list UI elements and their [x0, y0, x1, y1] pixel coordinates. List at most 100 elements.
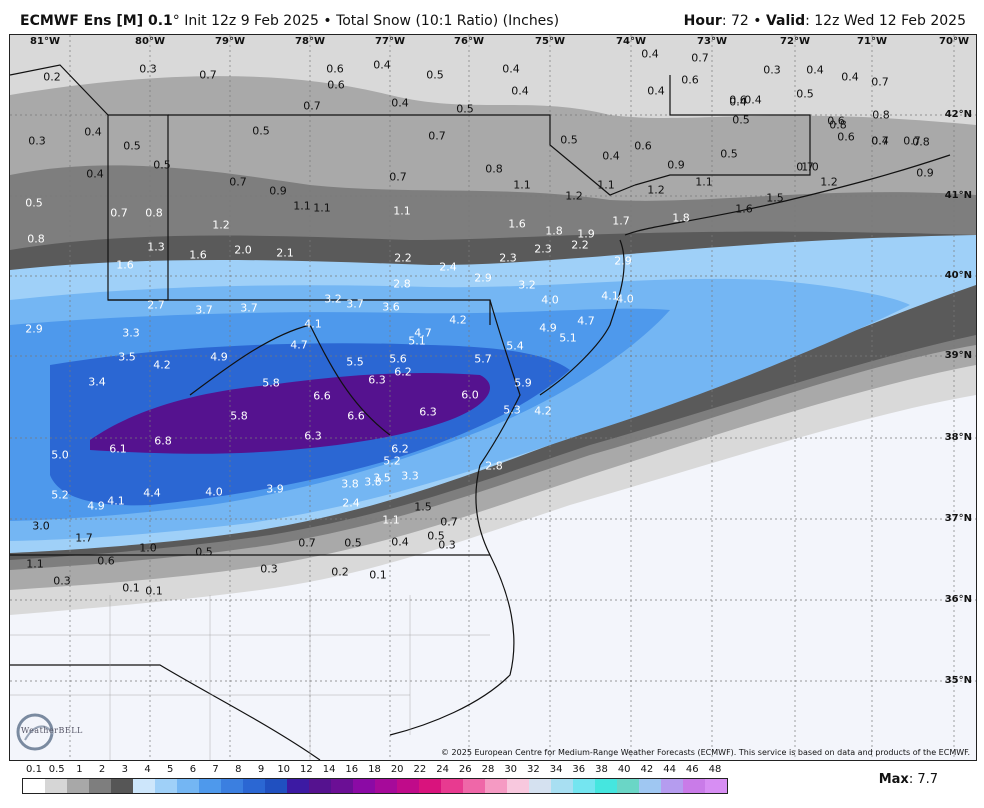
snow-amount-label: 0.7	[303, 99, 321, 113]
lon-label: 73°W	[697, 36, 727, 47]
snow-amount-label: 4.2	[534, 404, 552, 418]
snow-amount-label: 0.5	[195, 545, 213, 559]
legend-swatch	[88, 779, 111, 793]
snow-amount-label: 1.2	[565, 189, 583, 203]
legend-swatch	[704, 779, 727, 793]
snow-amount-label: 5.4	[506, 339, 524, 353]
snow-amount-label: 0.6	[837, 130, 855, 144]
snow-amount-label: 0.5	[720, 147, 738, 161]
snow-amount-label: 0.6	[634, 139, 652, 153]
snow-amount-label: 1.1	[382, 513, 400, 527]
legend-swatch	[352, 779, 375, 793]
snow-amount-label: 0.4	[511, 84, 529, 98]
snow-amount-label: 0.4	[871, 134, 889, 148]
snow-amount-label: 1.6	[508, 217, 526, 231]
snow-amount-label: 6.3	[419, 405, 437, 419]
snow-amount-label: 0.8	[145, 206, 163, 220]
legend-swatch	[66, 779, 89, 793]
legend-swatch	[660, 779, 683, 793]
legend-swatch	[176, 779, 199, 793]
snow-amount-label: 2.3	[534, 242, 552, 256]
snow-amount-label: 6.2	[391, 442, 409, 456]
snow-amount-label: 3.4	[88, 375, 106, 389]
snow-amount-label: 1.7	[75, 531, 93, 545]
legend-tick-label: 26	[458, 764, 472, 775]
snow-amount-label: 6.1	[109, 442, 127, 456]
snow-amount-label: 1.1	[393, 204, 411, 218]
snow-amount-label: 0.7	[691, 51, 709, 65]
snow-amount-label: 6.6	[313, 389, 331, 403]
lat-label: 40°N	[944, 270, 972, 281]
snow-amount-label: 0.3	[139, 62, 157, 76]
legend-tick-label: 2	[98, 764, 106, 775]
snow-amount-label: 0.5	[560, 133, 578, 147]
snow-amount-label: 4.7	[414, 326, 432, 340]
snow-amount-label: 1.1	[313, 201, 331, 215]
snow-amount-label: 0.5	[426, 68, 444, 82]
snow-amount-label: 0.5	[732, 113, 750, 127]
snow-amount-label: 4.2	[153, 358, 171, 372]
snow-amount-label: 3.0	[32, 519, 50, 533]
snow-amount-label: 3.3	[401, 469, 419, 483]
snow-amount-label: 3.9	[266, 482, 284, 496]
legend-swatch	[220, 779, 243, 793]
logo-text: WeatherBELL	[21, 726, 83, 735]
snow-amount-label: 0.5	[456, 102, 474, 116]
snow-amount-label: 0.4	[84, 125, 102, 139]
header-bar: ECMWF Ens [M] 0.1° Init 12z 9 Feb 2025 •…	[0, 0, 984, 34]
legend-tick-label: 16	[345, 764, 359, 775]
snow-amount-label: 6.6	[347, 409, 365, 423]
snow-amount-label: 4.1	[601, 289, 619, 303]
lon-label: 79°W	[215, 36, 245, 47]
hour-value: : 72 •	[721, 13, 766, 29]
snow-amount-label: 0.6	[326, 62, 344, 76]
snow-amount-label: 0.7	[903, 134, 921, 148]
legend-tick-label: 8	[235, 764, 242, 775]
legend-tick-label: 44	[663, 764, 676, 775]
snow-amount-label: 0.4	[641, 47, 659, 61]
snow-amount-label: 1.6	[735, 202, 753, 216]
snow-amount-label: 0.7	[871, 75, 889, 89]
legend-tick-label: 40	[617, 764, 631, 775]
snow-amount-label: 1.6	[189, 248, 207, 262]
lon-label: 81°W	[30, 36, 60, 47]
map-title: ECMWF Ens [M] 0.1° Init 12z 9 Feb 2025 •…	[20, 13, 559, 29]
snow-amount-label: 2.9	[474, 271, 492, 285]
valid-time: Hour: 72 • Valid: 12z Wed 12 Feb 2025	[684, 13, 966, 29]
snow-amount-label: 3.7	[240, 301, 258, 315]
snow-amount-label: 0.1	[122, 581, 140, 595]
snow-amount-label: 1.1	[695, 175, 713, 189]
snow-band-purple	[90, 373, 490, 454]
max-value: Max: 7.7	[879, 772, 938, 787]
legend-tick-label: 46	[685, 764, 699, 775]
legend-tick-label: 3	[121, 764, 128, 775]
snow-amount-label: 0.9	[269, 184, 287, 198]
legend-swatch	[198, 779, 221, 793]
snow-amount-label: 0.5	[427, 529, 445, 543]
snow-amount-label: 0.6	[827, 114, 845, 128]
legend-color-bar	[22, 778, 728, 794]
snow-amount-label: 0.9	[667, 158, 685, 172]
snow-amount-label: 0.4	[391, 96, 409, 110]
snow-amount-label: 2.8	[393, 277, 411, 291]
legend-tick-label: 20	[390, 764, 404, 775]
lon-label: 80°W	[135, 36, 165, 47]
snow-amount-label: 0.8	[912, 135, 930, 149]
legend-tick-label: 5	[167, 764, 174, 775]
legend-swatch	[616, 779, 639, 793]
snow-amount-label: 0.6	[97, 554, 115, 568]
snow-amount-label: 4.1	[304, 317, 322, 331]
snow-amount-label: 1.8	[545, 224, 563, 238]
snow-amount-label: 4.9	[210, 350, 228, 364]
snow-amount-label: 0.4	[744, 93, 762, 107]
snow-amount-label: 3.2	[324, 292, 342, 306]
legend-swatch	[330, 779, 353, 793]
snow-amount-label: 0.4	[729, 95, 747, 109]
snow-amount-label: 1.7	[612, 214, 630, 228]
legend-swatch	[638, 779, 661, 793]
snow-amount-label: 2.1	[276, 246, 294, 260]
snow-amount-label: 4.0	[205, 485, 223, 499]
snow-amount-label: 3.2	[518, 278, 536, 292]
snow-amount-label: 1.0	[801, 160, 819, 174]
snow-amount-label: 0.8	[485, 162, 503, 176]
